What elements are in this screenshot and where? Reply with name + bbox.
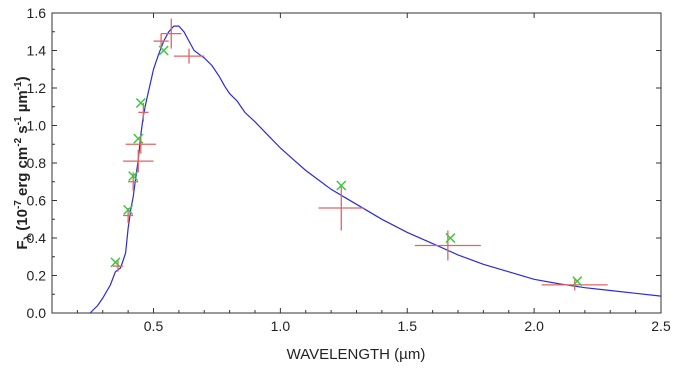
observed-point bbox=[153, 33, 169, 49]
observed-point bbox=[173, 48, 205, 64]
model-point bbox=[128, 171, 139, 182]
y-axis-title-subscript: λ bbox=[23, 234, 34, 240]
model-point bbox=[135, 97, 146, 109]
model-point-stroke bbox=[123, 204, 134, 215]
y-axis-title-exp3: -1 bbox=[13, 116, 24, 125]
x-tick-label: 1.0 bbox=[271, 318, 291, 334]
y-tick-label: 0.6 bbox=[27, 193, 47, 209]
model-point-stroke bbox=[128, 171, 139, 182]
x-tick-label: 2.5 bbox=[651, 318, 671, 334]
y-axis-title-prefix: F bbox=[14, 240, 31, 249]
model-point-stroke bbox=[158, 45, 169, 56]
ticks-layer: 0.0 0.2 0.4 0.6 0.8 1.0 1.2 1.4 1.6 0.5 1.0 1.5 2.0 2… bbox=[27, 5, 671, 334]
y-axis-title-exp1: -7 bbox=[13, 200, 24, 209]
model-point-stroke bbox=[133, 133, 144, 144]
model-point-stroke bbox=[135, 97, 146, 109]
observed-point bbox=[318, 185, 365, 231]
observed-point bbox=[541, 279, 608, 291]
data-layer bbox=[89, 18, 662, 314]
x-axis-title: WAVELENGTH (µm) bbox=[287, 346, 426, 363]
observed-point bbox=[161, 18, 182, 49]
model-point bbox=[158, 45, 169, 56]
y-axis-title-exp4: -1 bbox=[13, 81, 24, 90]
y-tick-label: 0.0 bbox=[27, 305, 47, 321]
plot-frame bbox=[51, 12, 662, 314]
observed-point bbox=[125, 134, 157, 154]
y-tick-label: 0.8 bbox=[27, 155, 47, 171]
y-tick-label: 0.2 bbox=[27, 268, 47, 284]
model-point bbox=[133, 133, 144, 144]
observed-point bbox=[123, 149, 154, 173]
y-tick-label: 0.4 bbox=[27, 230, 47, 246]
model-point bbox=[445, 232, 456, 244]
model-point-stroke bbox=[110, 257, 121, 268]
observed-point bbox=[112, 260, 124, 272]
model-point-stroke bbox=[336, 180, 347, 191]
model-point bbox=[123, 204, 134, 215]
model-point bbox=[336, 180, 347, 191]
y-axis-title-close: ) bbox=[14, 76, 31, 81]
model-point-stroke bbox=[445, 232, 456, 244]
y-axis-title-mid1: erg cm bbox=[14, 147, 31, 200]
model-point-stroke bbox=[572, 276, 583, 287]
y-tick-label: 1.2 bbox=[27, 80, 47, 96]
y-tick-label: 1.6 bbox=[27, 5, 47, 21]
x-tick-label: 2.0 bbox=[524, 318, 544, 334]
y-axis-title-mid2: s bbox=[14, 125, 31, 138]
y-tick-label: 1.4 bbox=[27, 43, 47, 59]
y-axis-title-mid3: µm bbox=[14, 90, 31, 116]
y-axis-title: Fλ (10-7 erg cm-2 s-1 µm-1) bbox=[13, 76, 34, 249]
model-point bbox=[110, 257, 121, 268]
x-tick-label: 1.5 bbox=[398, 318, 418, 334]
y-axis-title-exp2: -2 bbox=[13, 137, 24, 146]
x-tick-label: 0.5 bbox=[144, 318, 164, 334]
model-point bbox=[572, 276, 583, 287]
y-tick-label: 1.0 bbox=[27, 118, 47, 134]
y-axis-title-open: (10 bbox=[14, 209, 31, 235]
